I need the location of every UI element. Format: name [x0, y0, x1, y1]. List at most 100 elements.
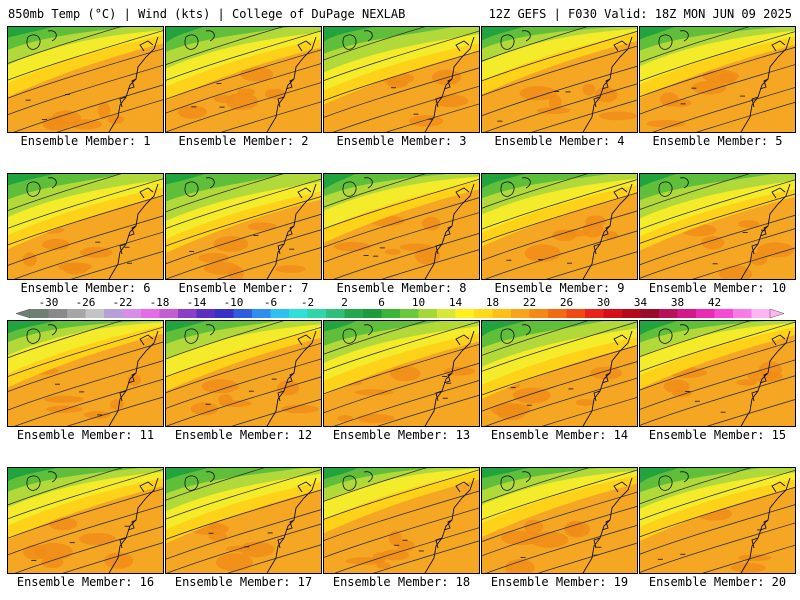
colorbar-swatch — [141, 309, 160, 318]
colorbar-swatch — [233, 309, 253, 318]
colorbar-tick-label: -22 — [113, 296, 133, 309]
colorbar-swatch — [159, 309, 179, 318]
ensemble-member-label: Ensemble Member: 12 — [174, 428, 313, 442]
colorbar-swatch — [67, 309, 86, 318]
colorbar-swatch — [85, 309, 105, 318]
ensemble-member-map — [165, 320, 322, 427]
ensemble-member-map — [165, 467, 322, 574]
ensemble-member-label: Ensemble Member: 9 — [494, 281, 625, 295]
ensemble-member-map — [7, 320, 164, 427]
colorbar-swatch — [566, 309, 586, 318]
ensemble-member-map — [481, 173, 638, 280]
ensemble-member-map — [481, 320, 638, 427]
ensemble-member-label: Ensemble Member: 16 — [16, 575, 155, 589]
colorbar-swatch — [30, 309, 49, 318]
colorbar-swatch — [659, 309, 678, 318]
ensemble-member-map — [7, 467, 164, 574]
colorbar-swatch — [714, 309, 734, 318]
ensemble-member-label: Ensemble Member: 11 — [16, 428, 155, 442]
colorbar-swatch — [474, 309, 493, 318]
colorbar-tick-label: -30 — [39, 296, 59, 309]
colorbar-swatch — [492, 309, 512, 318]
ensemble-member-label: Ensemble Member: 17 — [174, 575, 313, 589]
ensemble-member-label: Ensemble Member: 6 — [20, 281, 151, 295]
ensemble-member-label: Ensemble Member: 10 — [648, 281, 787, 295]
colorbar-swatch — [326, 309, 345, 318]
ensemble-member-label: Ensemble Member: 15 — [648, 428, 787, 442]
colorbar-swatch — [289, 309, 308, 318]
colorbar-tick-label: 34 — [634, 296, 648, 309]
colorbar-swatch — [751, 309, 771, 318]
ensemble-member-label: Ensemble Member: 18 — [332, 575, 471, 589]
colorbar-swatch — [252, 309, 271, 318]
colorbar-swatch — [104, 309, 123, 318]
colorbar-swatch — [511, 309, 530, 318]
colorbar-swatch — [178, 309, 197, 318]
model-run-valid-time: 12Z GEFS | F030 Valid: 18Z MON JUN 09 20… — [488, 7, 792, 21]
ensemble-member-map — [639, 26, 796, 133]
colorbar-swatch — [344, 309, 364, 318]
colorbar-tick-label: -10 — [224, 296, 244, 309]
colorbar-swatch — [733, 309, 752, 318]
ensemble-member-map — [481, 467, 638, 574]
colorbar-tick-label: 10 — [412, 296, 425, 309]
ensemble-member-label: Ensemble Member: 7 — [178, 281, 309, 295]
colorbar-swatch — [196, 309, 216, 318]
colorbar-swatch — [677, 309, 697, 318]
colorbar-tick-label: 14 — [449, 296, 463, 309]
ensemble-member-map — [639, 173, 796, 280]
colorbar-tick-label: 38 — [671, 296, 684, 309]
colorbar-tick-label: -2 — [301, 296, 314, 309]
colorbar-tick-label: 42 — [708, 296, 721, 309]
colorbar-swatch — [640, 309, 660, 318]
colorbar-tick-label: 30 — [597, 296, 610, 309]
colorbar-tick-label: -18 — [150, 296, 170, 309]
ensemble-member-map — [7, 26, 164, 133]
ensemble-member-map — [323, 467, 480, 574]
colorbar-swatch — [585, 309, 604, 318]
colorbar-swatch — [603, 309, 623, 318]
ensemble-member-map — [481, 26, 638, 133]
colorbar-swatch — [48, 309, 68, 318]
colorbar-right-arrow — [769, 308, 785, 319]
colorbar-tick-label: 26 — [560, 296, 573, 309]
ensemble-member-label: Ensemble Member: 19 — [490, 575, 629, 589]
colorbar-swatch — [270, 309, 290, 318]
colorbar-tick-label: 18 — [486, 296, 499, 309]
ensemble-member-map — [323, 26, 480, 133]
colorbar-left-arrow — [15, 308, 31, 319]
colorbar-swatch — [418, 309, 438, 318]
ensemble-member-map — [7, 173, 164, 280]
ensemble-member-label: Ensemble Member: 13 — [332, 428, 471, 442]
colorbar-tick-label: 22 — [523, 296, 536, 309]
ensemble-member-label: Ensemble Member: 2 — [178, 134, 309, 148]
colorbar-swatch — [400, 309, 419, 318]
ensemble-member-map — [165, 26, 322, 133]
colorbar-swatch — [529, 309, 549, 318]
ensemble-member-label: Ensemble Member: 5 — [652, 134, 783, 148]
colorbar-tick-label: 6 — [378, 296, 385, 309]
colorbar-swatch — [122, 309, 142, 318]
ensemble-member-label: Ensemble Member: 3 — [336, 134, 467, 148]
ensemble-member-map — [323, 320, 480, 427]
ensemble-member-label: Ensemble Member: 14 — [490, 428, 629, 442]
colorbar-tick-label: -6 — [264, 296, 277, 309]
colorbar-swatch — [215, 309, 234, 318]
colorbar-swatch — [548, 309, 567, 318]
ensemble-member-label: Ensemble Member: 1 — [20, 134, 151, 148]
ensemble-member-map — [639, 467, 796, 574]
ensemble-member-label: Ensemble Member: 20 — [648, 575, 787, 589]
colorbar-swatch — [622, 309, 641, 318]
colorbar-tick-label: -26 — [76, 296, 96, 309]
ensemble-member-label: Ensemble Member: 8 — [336, 281, 467, 295]
ensemble-member-map — [639, 320, 796, 427]
colorbar-swatch — [437, 309, 456, 318]
colorbar-swatch — [381, 309, 401, 318]
colorbar-swatch — [455, 309, 475, 318]
ensemble-member-label: Ensemble Member: 4 — [494, 134, 625, 148]
colorbar-tick-label: -14 — [187, 296, 207, 309]
ensemble-member-map — [323, 173, 480, 280]
map-title: 850mb Temp (°C) | Wind (kts) | College o… — [8, 7, 406, 21]
colorbar-swatch — [696, 309, 715, 318]
colorbar-swatch — [307, 309, 327, 318]
